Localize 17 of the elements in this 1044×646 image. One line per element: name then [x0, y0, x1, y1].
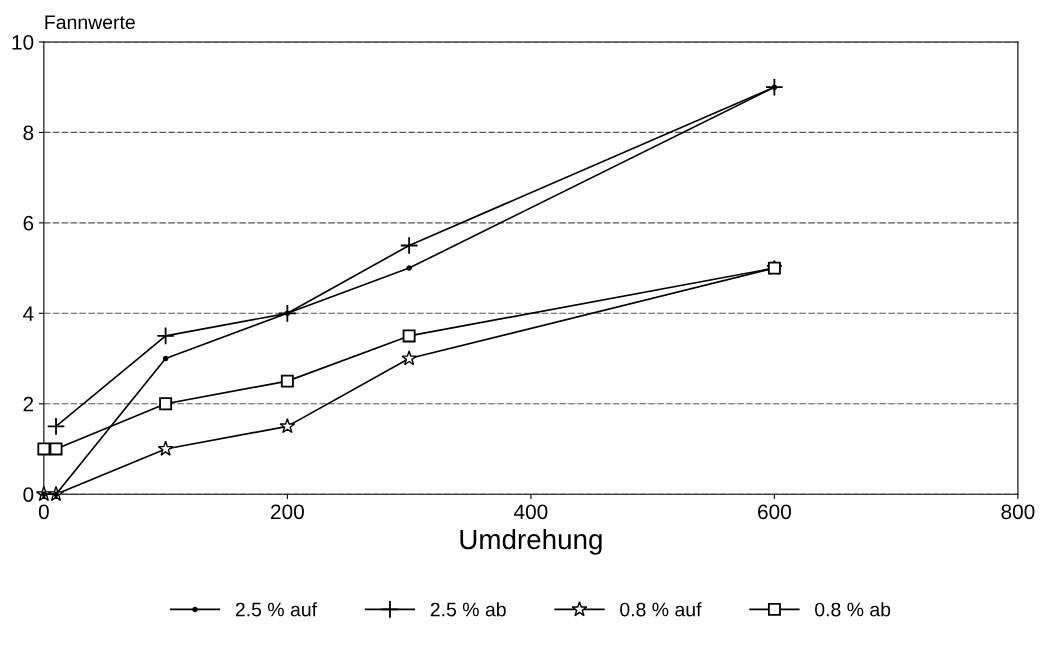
- x-tick-label: 200: [271, 504, 304, 520]
- y-tick-label: 10: [12, 34, 34, 50]
- x-tick-label: 600: [758, 504, 791, 520]
- x-tick-label: 800: [1001, 504, 1035, 520]
- x-tick-label: 400: [513, 504, 548, 520]
- y-axis-title: Fannwerte: [45, 15, 135, 30]
- y-tick-label: 6: [23, 215, 34, 231]
- y-tick-label: 4: [23, 306, 34, 321]
- x-axis-title: Umdrehung: [460, 528, 602, 555]
- x-tick-label: 0: [38, 504, 49, 520]
- y-tick-label: 8: [23, 125, 34, 141]
- legend-label: 0.8 % auf: [620, 602, 702, 617]
- y-tick-label: 0: [23, 487, 34, 502]
- legend-label: 0.8 % ab: [815, 602, 891, 617]
- legend-label: 2.5 % ab: [430, 602, 506, 617]
- legend-label: 2.5 % auf: [235, 602, 318, 617]
- y-tick-label: 2: [23, 396, 34, 412]
